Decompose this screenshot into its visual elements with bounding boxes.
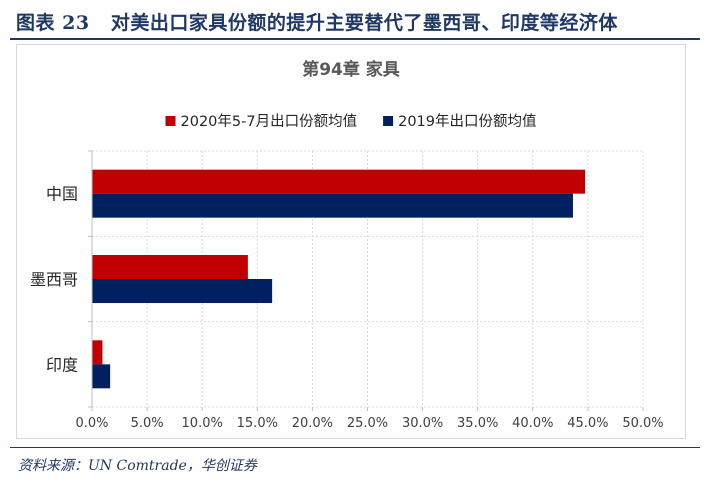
figure-label: 图表 23 (16, 12, 90, 34)
x-tick-label: 50.0% (622, 416, 663, 431)
bar (92, 193, 573, 218)
x-tick-label: 20.0% (292, 416, 333, 431)
x-tick-label: 45.0% (567, 416, 608, 431)
gridlines (92, 150, 644, 408)
source-rule (10, 447, 700, 448)
x-tick-label: 10.0% (182, 416, 223, 431)
bar (92, 340, 103, 365)
legend-item: 2020年5-7月出口份额均值 (165, 113, 358, 130)
legend-swatch (383, 116, 394, 126)
chart-legend: 2020年5-7月出口份额均值 2019年出口份额均值 (165, 113, 537, 130)
bar (92, 279, 273, 303)
bar (92, 255, 248, 279)
legend-item: 2019年出口份额均值 (383, 113, 537, 130)
y-category-label: 墨西哥 (30, 270, 78, 289)
bar (92, 169, 586, 194)
bar (92, 364, 111, 389)
figure-caption: 对美出口家具份额的提升主要替代了墨西哥、印度等经济体 (110, 12, 618, 34)
y-category-label: 印度 (46, 355, 78, 374)
x-tick-label: 5.0% (131, 416, 164, 431)
legend-label: 2019年出口份额均值 (398, 113, 536, 130)
axes: 0.0% 5.0% 10.0% 15.0% 20.0% 25.0% 30.0% 35.0% 40… (30, 150, 664, 431)
x-tick-label: 0.0% (75, 416, 108, 431)
x-tick-label: 35.0% (457, 416, 498, 431)
source-note: 资料来源：UN Comtrade，华创证券 (18, 458, 257, 474)
bar-chart: 第94章 家具 2020年5-7月出口份额均值 2019年出口份额均值 0.0% 5… (30, 59, 664, 431)
chart-frame: 第94章 家具 2020年5-7月出口份额均值 2019年出口份额均值 0.0% 5… (16, 44, 686, 439)
x-tick-label: 40.0% (512, 416, 553, 431)
x-tick-label: 30.0% (402, 416, 443, 431)
legend-swatch (165, 116, 176, 126)
bars (92, 169, 586, 389)
figure-header: 图表 23 对美出口家具份额的提升主要替代了墨西哥、印度等经济体 (0, 0, 709, 40)
chart-title: 第94章 家具 (302, 59, 400, 80)
figure-title: 图表 23 对美出口家具份额的提升主要替代了墨西哥、印度等经济体 (16, 8, 618, 35)
x-tick-label: 25.0% (347, 416, 388, 431)
legend-label: 2020年5-7月出口份额均值 (181, 113, 358, 130)
header-rule (10, 38, 700, 40)
y-category-label: 中国 (46, 185, 78, 204)
x-tick-label: 15.0% (237, 416, 278, 431)
